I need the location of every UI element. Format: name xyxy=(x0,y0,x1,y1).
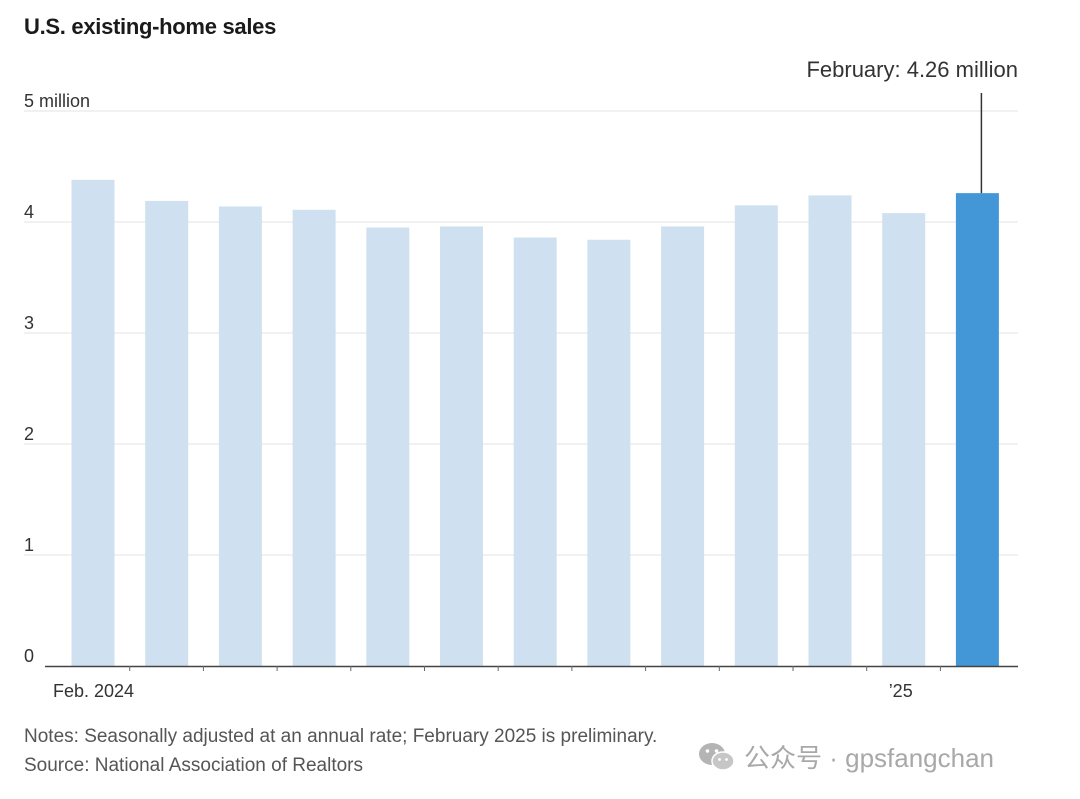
watermark: 公众号 · gpsfangchan xyxy=(698,738,994,775)
bar xyxy=(145,200,189,666)
y-tick-label: 2 xyxy=(24,424,34,444)
watermark-text: 公众号 · gpsfangchan xyxy=(744,743,995,773)
bar xyxy=(734,205,778,666)
bar xyxy=(71,179,115,666)
bar xyxy=(513,237,557,667)
bar xyxy=(955,193,999,666)
bar xyxy=(882,213,926,666)
x-tick-label: ’25 xyxy=(889,681,913,701)
y-tick-label: 1 xyxy=(24,535,34,555)
x-tick-label: Feb. 2024 xyxy=(53,681,134,701)
y-tick-label: 4 xyxy=(24,202,34,222)
chart-title: U.S. existing-home sales xyxy=(24,14,276,39)
y-tick-label: 3 xyxy=(24,313,34,333)
y-tick-label: 5 million xyxy=(24,91,90,111)
bar xyxy=(440,226,483,666)
annotation-label: February: 4.26 million xyxy=(806,57,1018,82)
wechat-icon xyxy=(698,741,736,773)
bar xyxy=(366,227,410,667)
bar xyxy=(587,239,631,666)
source-text: Source: National Association of Realtors xyxy=(24,755,364,776)
chart-notes: Notes: Seasonally adjusted at an annual … xyxy=(24,722,657,780)
bar-chart: 0 1 2 3 4 5 million Feb. 2024 ’25 February: 4.26… xyxy=(24,57,1018,701)
notes-text: Notes: Seasonally adjusted at an annual … xyxy=(24,726,658,747)
bar xyxy=(808,195,852,667)
bar xyxy=(661,226,705,666)
bar xyxy=(292,209,336,667)
y-tick-label: 0 xyxy=(24,646,34,666)
bar xyxy=(218,206,262,666)
